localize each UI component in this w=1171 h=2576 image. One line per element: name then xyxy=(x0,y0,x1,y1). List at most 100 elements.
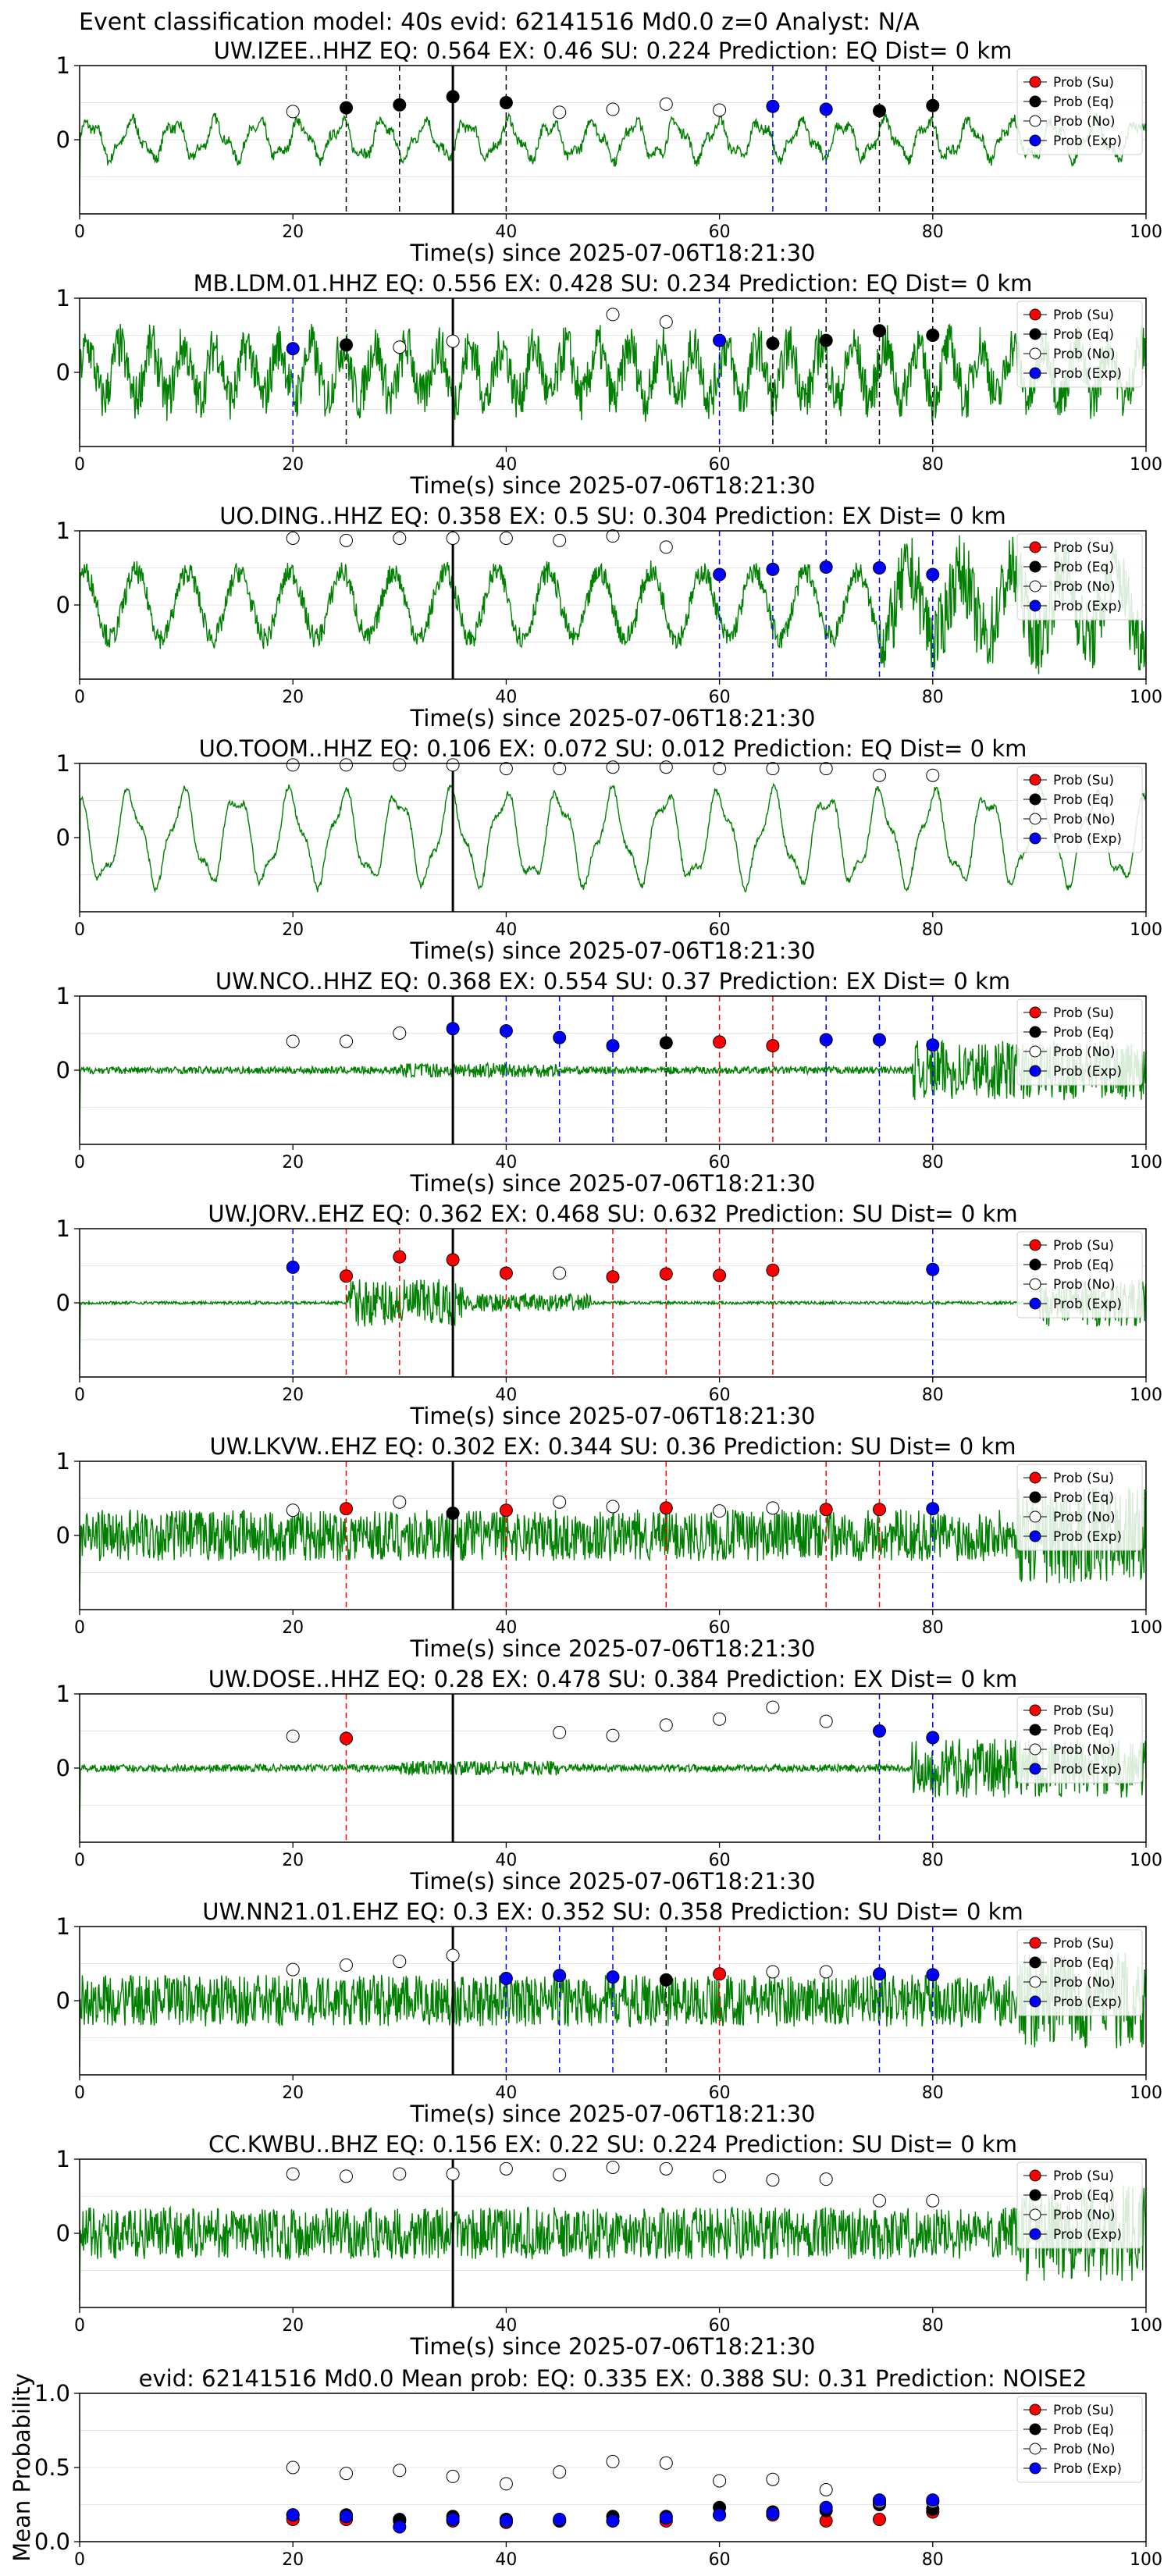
y-tick-label: 1 xyxy=(56,52,70,79)
prob-point xyxy=(393,1495,407,1509)
x-tick-label: 100 xyxy=(1130,2316,1162,2336)
x-tick-label: 60 xyxy=(709,1851,731,1870)
prob-point xyxy=(446,334,460,348)
panel-title: UW.LKVW..EHZ EQ: 0.302 EX: 0.344 SU: 0.3… xyxy=(209,1433,1016,1460)
panel-title: UO.TOOM..HHZ EQ: 0.106 EX: 0.072 SU: 0.0… xyxy=(199,735,1027,762)
prob-point xyxy=(926,329,940,342)
x-tick-label: 80 xyxy=(922,2083,944,2103)
legend-label: Prob (Su) xyxy=(1053,1238,1114,1254)
x-tick-label: 0 xyxy=(74,2083,85,2103)
x-tick-label: 100 xyxy=(1130,1618,1162,1638)
legend-label: Prob (Su) xyxy=(1053,308,1114,323)
mean-prob-point xyxy=(393,2520,407,2534)
legend-marker xyxy=(1029,1278,1041,1290)
legend-label: Prob (Exp) xyxy=(1053,1297,1122,1312)
legend-label: Prob (Exp) xyxy=(1053,1994,1122,2010)
mean-prob-point xyxy=(393,2464,407,2478)
mean-prob-point xyxy=(873,2513,886,2526)
waveform-trace xyxy=(79,112,1147,207)
prob-point xyxy=(286,342,300,356)
legend-marker xyxy=(1029,541,1041,553)
panel-title: UW.NCO..HHZ EQ: 0.368 EX: 0.554 SU: 0.37… xyxy=(215,968,1010,994)
prob-point xyxy=(393,1250,407,1264)
x-tick-label: 40 xyxy=(495,2316,517,2336)
x-tick-label: 0 xyxy=(74,1851,85,1870)
mean-prob-point xyxy=(873,2493,886,2507)
x-tick-label: 20 xyxy=(282,222,304,242)
x-tick-label: 100 xyxy=(1130,1386,1162,1405)
legend: Prob (Su) Prob (Eq) Prob (No) Prob (Exp) xyxy=(1016,533,1143,621)
panel-xlabel: Time(s) since 2025-07-06T18:21:30 xyxy=(410,1868,816,1895)
legend-marker xyxy=(1029,1724,1041,1736)
prob-point xyxy=(286,532,300,545)
prob-point xyxy=(766,99,780,113)
prob-point xyxy=(446,2167,460,2181)
legend-marker xyxy=(1029,1510,1041,1523)
prob-point xyxy=(766,762,780,776)
panel-9: UW.NN21.01.EHZ EQ: 0.3 EX: 0.352 SU: 0.3… xyxy=(56,1898,1162,2127)
prob-point xyxy=(499,96,513,109)
legend-marker xyxy=(1029,600,1041,612)
legend-label: Prob (Exp) xyxy=(1053,599,1122,614)
waveform-trace xyxy=(79,535,1147,674)
legend-label: Prob (Su) xyxy=(1053,1703,1114,1719)
mean-prob-point xyxy=(340,2510,353,2524)
panel-2: MB.LDM.01.HHZ EQ: 0.556 EX: 0.428 SU: 0.… xyxy=(56,270,1162,499)
legend-box xyxy=(1016,766,1143,853)
prob-point xyxy=(873,1033,886,1047)
x-tick-label: 20 xyxy=(282,2083,304,2103)
legend-box xyxy=(1016,1929,1143,2016)
x-tick-label: 100 xyxy=(1130,455,1162,475)
legend: Prob (Su) Prob (Eq) Prob (No) Prob (Exp) xyxy=(1016,2396,1143,2483)
x-tick-label: 20 xyxy=(282,455,304,475)
legend: Prob (Su) Prob (Eq) Prob (No) Prob (Exp) xyxy=(1016,766,1143,853)
x-tick-label: 20 xyxy=(282,2316,304,2336)
x-tick-label: 80 xyxy=(922,688,944,707)
legend-label: Prob (Eq) xyxy=(1053,1723,1114,1738)
x-tick-label: 40 xyxy=(495,222,517,242)
legend-marker xyxy=(1029,115,1041,127)
waveform-trace xyxy=(79,782,1147,905)
x-tick-label: 100 xyxy=(1130,222,1162,242)
prob-point xyxy=(766,1263,780,1277)
prob-point xyxy=(606,2160,620,2174)
y-tick-label: 1 xyxy=(56,1681,70,1707)
prob-point xyxy=(659,2161,673,2176)
prob-point xyxy=(659,1036,673,1050)
legend-label: Prob (Su) xyxy=(1053,773,1114,788)
prob-point xyxy=(819,102,833,116)
mean-prob-point xyxy=(659,2456,673,2470)
legend-marker xyxy=(1029,793,1041,806)
mean-prob-point xyxy=(766,2472,780,2486)
prob-point xyxy=(606,102,620,116)
legend-label: Prob (Eq) xyxy=(1053,2188,1114,2204)
y-tick-label: 1 xyxy=(56,2146,70,2172)
legend-marker xyxy=(1029,560,1041,573)
legend-label: Prob (Eq) xyxy=(1053,1955,1114,1971)
prob-point xyxy=(819,1033,833,1047)
prob-point xyxy=(713,1035,727,1049)
prob-point xyxy=(499,1503,513,1517)
prob-point xyxy=(393,532,407,545)
legend: Prob (Su) Prob (Eq) Prob (No) Prob (Exp) xyxy=(1016,1929,1143,2016)
legend-marker xyxy=(1029,134,1041,147)
legend-label: Prob (No) xyxy=(1053,1510,1116,1525)
prob-point xyxy=(926,568,940,582)
legend-marker xyxy=(1029,367,1041,379)
prob-point xyxy=(819,2172,833,2186)
legend-label: Prob (No) xyxy=(1053,812,1116,827)
panel-xlabel: Time(s) since 2025-07-06T18:21:30 xyxy=(410,705,816,731)
legend: Prob (Su) Prob (Eq) Prob (No) Prob (Exp) xyxy=(1016,1231,1143,1318)
prob-point xyxy=(766,562,780,576)
panel-xlabel: Time(s) since 2025-07-06T18:21:30 xyxy=(410,1403,816,1429)
legend-label: Prob (Eq) xyxy=(1053,560,1114,575)
waveform-trace xyxy=(79,1487,1147,1603)
x-tick-label: 60 xyxy=(709,1618,731,1638)
legend-marker xyxy=(1029,1937,1041,1949)
prob-point xyxy=(393,340,407,354)
prob-point xyxy=(819,1503,833,1517)
prob-point xyxy=(873,324,886,338)
legend-label: Prob (No) xyxy=(1053,1277,1116,1293)
prob-point xyxy=(606,1270,620,1284)
legend-marker xyxy=(1029,1239,1041,1251)
